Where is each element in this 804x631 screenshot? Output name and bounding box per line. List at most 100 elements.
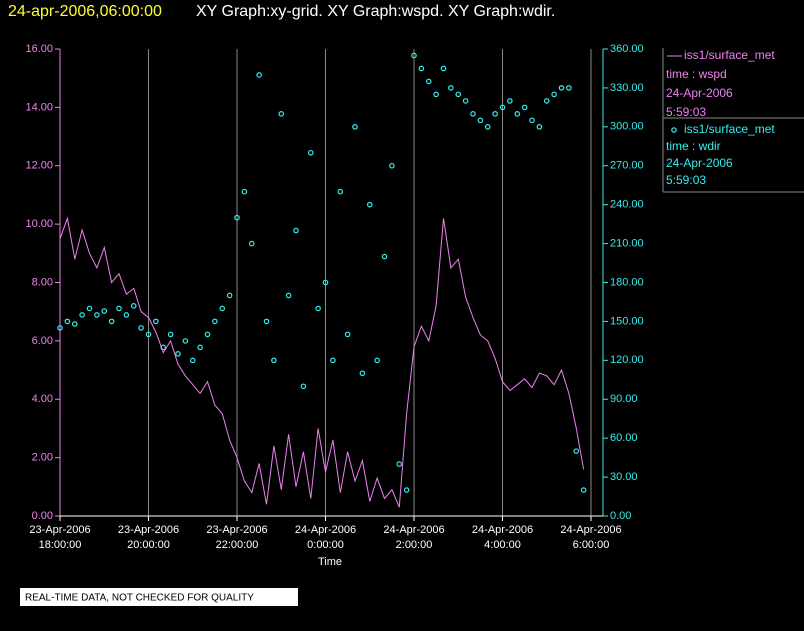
y2-tick-label: 150.00 xyxy=(610,315,644,327)
wdir-point xyxy=(573,448,580,454)
wdir-point xyxy=(484,124,491,130)
wdir-point xyxy=(337,188,344,195)
x-tick-label: 6:00:00 xyxy=(573,539,610,551)
wdir-point xyxy=(263,318,270,325)
legend-detail: time : wdir xyxy=(666,139,721,153)
wdir-point xyxy=(389,162,395,169)
y-tick-label: 0.00 xyxy=(32,510,53,522)
x-tick-label: 23-Apr-2006 xyxy=(206,524,267,536)
x-tick-label: 24-Apr-2006 xyxy=(472,524,533,536)
wdir-point xyxy=(462,98,469,104)
wdir-point xyxy=(226,292,233,299)
wdir-point xyxy=(507,98,513,104)
y-tick-label: 14.00 xyxy=(25,101,53,113)
wdir-point xyxy=(123,312,130,318)
x-tick-label: 2:00:00 xyxy=(396,539,433,551)
y-tick-label: 16.00 xyxy=(25,43,53,55)
y2-tick-label: 180.00 xyxy=(610,276,644,288)
wdir-point xyxy=(543,98,550,104)
wdir-point xyxy=(57,325,63,331)
wdir-point xyxy=(167,331,174,338)
wdir-point xyxy=(470,111,476,117)
wdir-point xyxy=(293,227,299,234)
wdir-point xyxy=(359,370,366,377)
footer-box xyxy=(20,588,298,606)
wdir-point xyxy=(300,383,307,390)
x-tick-label: 20:00:00 xyxy=(127,539,170,551)
wdir-point xyxy=(403,487,410,493)
wdir-point xyxy=(551,91,557,98)
wdir-point xyxy=(396,461,403,467)
x-axis-label: Time xyxy=(318,556,342,568)
x-tick-label: 23-Apr-2006 xyxy=(29,524,90,536)
chart-title: XY Graph:xy-grid. XY Graph:wspd. XY Grap… xyxy=(196,3,555,20)
x-tick-label: 0:00:00 xyxy=(307,539,344,551)
wdir-point xyxy=(248,240,255,247)
wdir-point xyxy=(204,331,211,338)
wdir-point xyxy=(234,214,240,221)
wdir-point xyxy=(477,117,484,124)
wdir-point xyxy=(425,78,432,85)
x-tick-label: 23-Apr-2006 xyxy=(118,524,179,536)
wdir-point xyxy=(278,111,285,117)
wdir-point xyxy=(138,325,144,331)
wdir-point xyxy=(514,111,521,117)
y2-tick-label: 90.00 xyxy=(610,393,638,405)
wdir-point xyxy=(374,357,380,364)
wdir-point xyxy=(315,305,321,312)
wdir-point xyxy=(366,201,373,208)
wdir-point xyxy=(175,351,181,357)
wdir-point xyxy=(160,344,167,351)
wdir-point xyxy=(521,104,528,111)
legend-entry: iss1/surface_met xyxy=(684,48,775,62)
y-tick-label: 2.00 xyxy=(32,452,53,464)
x-tick-label: 18:00:00 xyxy=(39,539,82,551)
y-tick-label: 4.00 xyxy=(32,393,53,405)
legend-detail: 24-Apr-2006 xyxy=(666,86,733,100)
y2-tick-label: 30.00 xyxy=(610,471,638,483)
y-tick-label: 6.00 xyxy=(32,335,53,347)
wspd-line xyxy=(59,216,585,508)
wdir-point xyxy=(116,305,122,312)
x-tick-label: 4:00:00 xyxy=(484,539,521,551)
wdir-point xyxy=(256,72,262,78)
wdir-point xyxy=(241,188,248,195)
y2-tick-label: 240.00 xyxy=(610,199,644,211)
wdir-point xyxy=(145,331,152,338)
wdir-point xyxy=(64,318,71,325)
wdir-point xyxy=(219,305,226,312)
legend-swatch xyxy=(671,127,677,133)
wdir-point xyxy=(330,357,336,364)
y2-tick-label: 330.00 xyxy=(610,82,644,94)
wdir-point xyxy=(381,253,388,260)
wdir-point xyxy=(101,308,108,314)
y2-tick-label: 120.00 xyxy=(610,354,644,366)
y2-tick-label: 360.00 xyxy=(610,43,644,55)
wdir-point xyxy=(433,91,439,98)
wdir-point xyxy=(536,124,543,130)
legend-detail: 24-Apr-2006 xyxy=(666,156,733,170)
wdir-point xyxy=(94,312,100,318)
x-tick-label: 22:00:00 xyxy=(216,539,259,551)
x-tick-label: 24-Apr-2006 xyxy=(560,524,621,536)
legend-entry: iss1/surface_met xyxy=(684,122,775,136)
y2-tick-label: 0.00 xyxy=(610,510,631,522)
wdir-point xyxy=(499,104,506,111)
wdir-point xyxy=(448,85,454,91)
wdir-point xyxy=(352,124,358,130)
wdir-point xyxy=(153,318,159,325)
wdir-point xyxy=(212,318,218,325)
y2-tick-label: 300.00 xyxy=(610,121,644,133)
footer: REAL-TIME DATA, NOT CHECKED FOR QUALITY xyxy=(25,593,254,604)
wdir-point xyxy=(558,85,565,91)
wdir-point xyxy=(566,85,572,91)
y2-tick-label: 60.00 xyxy=(610,432,638,444)
y2-tick-label: 270.00 xyxy=(610,160,644,172)
wdir-point xyxy=(189,357,196,364)
wdir-point xyxy=(285,292,292,299)
y-tick-label: 10.00 xyxy=(25,218,53,230)
wdir-point xyxy=(418,65,425,72)
wdir-point xyxy=(344,331,351,338)
wdir-point xyxy=(86,305,93,312)
